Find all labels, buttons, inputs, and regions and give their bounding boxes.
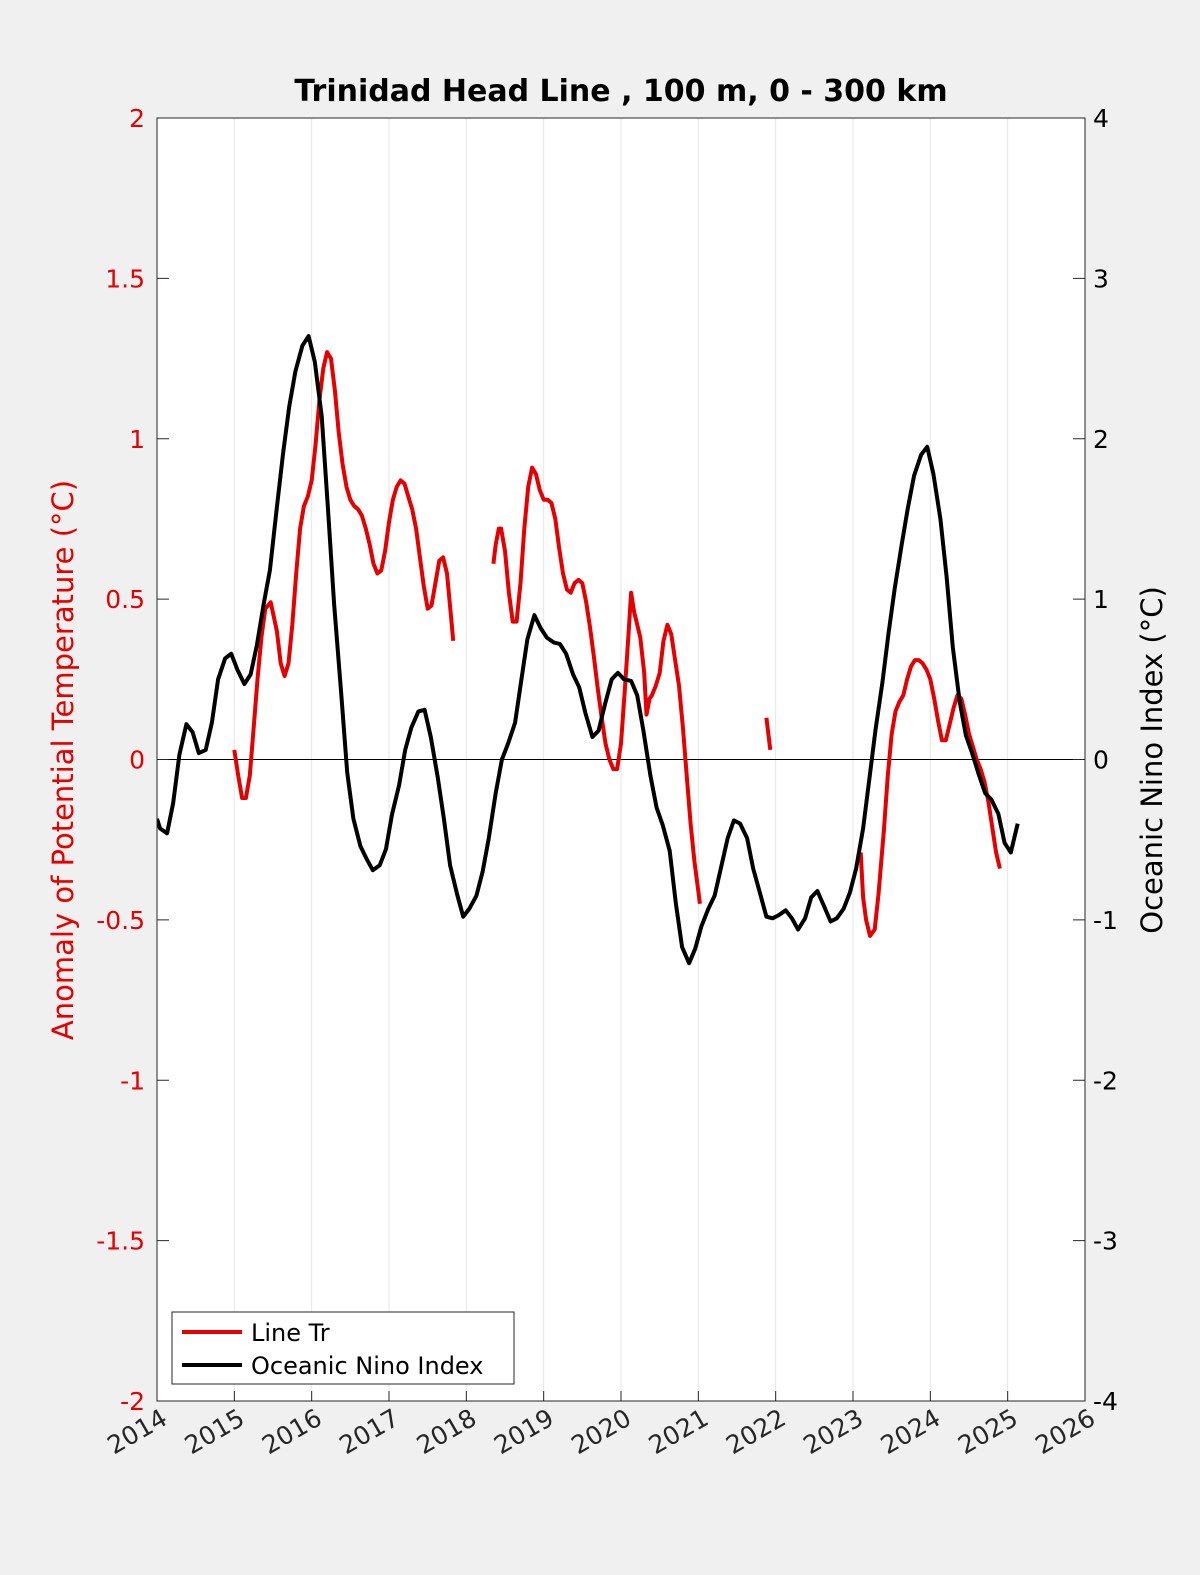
right-axis-label: Oceanic Nino Index (°C) (1135, 586, 1169, 934)
series-line-tr-segment-0 (232, 350, 456, 800)
right-tick-label: -3 (1093, 1227, 1118, 1256)
chart-title: Trinidad Head Line , 100 m, 0 - 300 km (294, 74, 947, 109)
right-tick-label: 1 (1093, 585, 1109, 614)
series-line-tr-segment-2 (764, 717, 773, 751)
left-tick-label: -1.5 (96, 1227, 145, 1256)
legend-box (171, 1311, 515, 1385)
left-tick-label: 0 (129, 746, 145, 775)
right-tick-label: 3 (1093, 264, 1109, 293)
series-layer (157, 334, 1020, 966)
legend-label-line-tr: Line Tr (251, 1319, 330, 1347)
left-tick-label: 1.5 (105, 264, 145, 293)
left-tick-label: 1 (129, 425, 145, 454)
right-tick-label: -4 (1093, 1387, 1118, 1416)
left-tick-label: -1 (120, 1066, 145, 1095)
series-oceanic-nino-index-segment-0 (157, 334, 1020, 966)
right-tick-label: -1 (1093, 906, 1118, 935)
left-y-axis: 2 1.5 1 0.5 0 -0.5 -1 -1.5 -2 (96, 104, 169, 1416)
left-tick-label: -0.5 (96, 906, 145, 935)
left-tick-label: -2 (120, 1387, 145, 1416)
right-tick-label: 4 (1093, 104, 1109, 133)
right-tick-label: 2 (1093, 425, 1109, 454)
legend-label-oni: Oceanic Nino Index (251, 1352, 483, 1380)
right-tick-label: 0 (1093, 746, 1109, 775)
right-y-axis: 4 3 2 1 0 -1 -2 -3 -4 (1073, 104, 1118, 1416)
series-line-tr-segment-1 (491, 465, 702, 905)
series-line-tr-segment-3 (858, 658, 1002, 938)
legend: Line Tr Oceanic Nino Index (171, 1311, 515, 1385)
right-tick-label: -2 (1093, 1066, 1118, 1095)
left-tick-label: 2 (129, 104, 145, 133)
left-axis-label: Anomaly of Potential Temperature (°C) (46, 480, 80, 1040)
left-tick-label: 0.5 (105, 585, 145, 614)
